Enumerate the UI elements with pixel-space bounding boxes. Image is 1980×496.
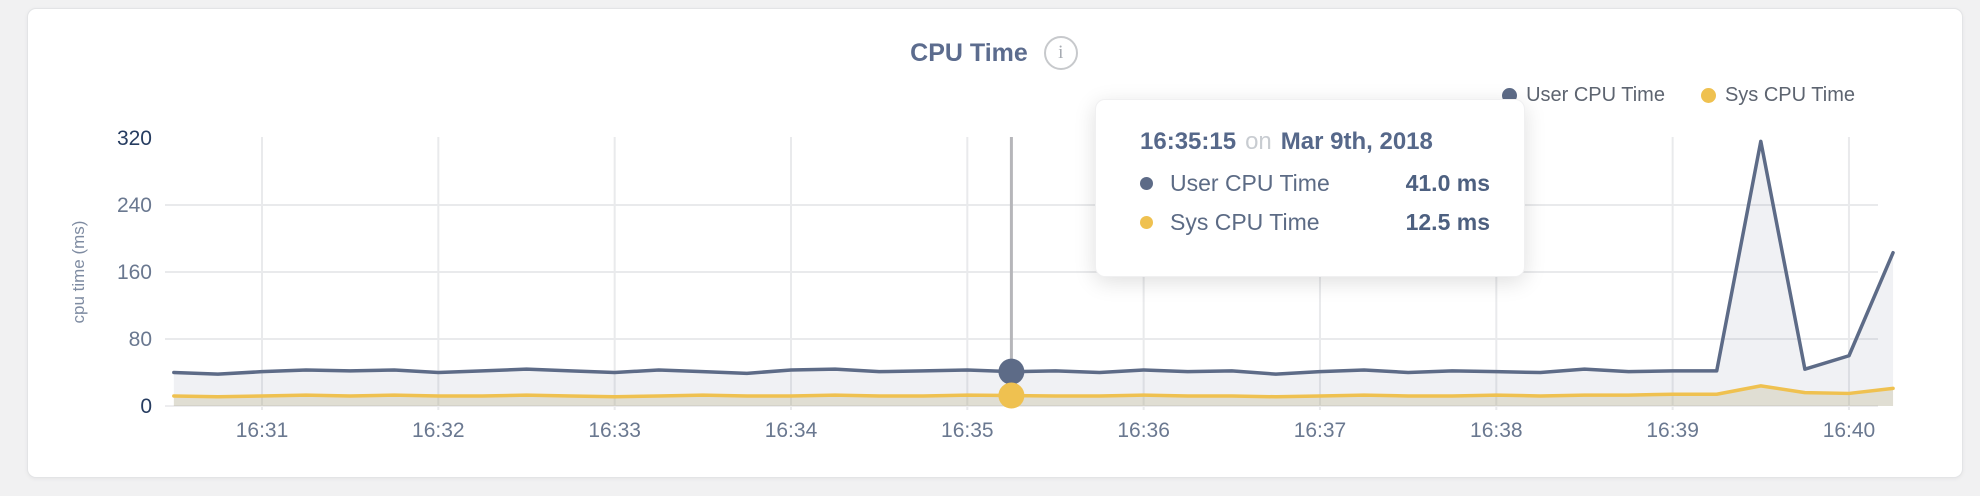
legend-dot-user-cpu-time	[1502, 87, 1518, 103]
chart-card	[27, 8, 1963, 478]
tooltip-label-sys-cpu-time: Sys CPU Time	[1170, 209, 1320, 235]
tooltip-dot-user-cpu-time	[1140, 176, 1153, 190]
chart-header: CPU Time i	[27, 36, 1961, 70]
legend-item-sys-cpu-time[interactable]: Sys CPU Time	[1700, 84, 1855, 106]
tooltip-header: 16:35:15 on Mar 9th, 2018	[1140, 127, 1490, 157]
y-axis-title: cpu time (ms)	[69, 220, 88, 324]
tooltip-value-sys-cpu-time: 12.5 ms	[1405, 209, 1490, 235]
chart-legend: User CPU Time Sys CPU Time	[1502, 84, 1855, 106]
tooltip-time: 16:35:15	[1140, 128, 1237, 155]
legend-label-sys-cpu-time: Sys CPU Time	[1724, 84, 1855, 106]
chart-title: CPU Time	[910, 39, 1028, 67]
chart-tooltip: 16:35:15 on Mar 9th, 2018 User CPU Time …	[1095, 99, 1525, 277]
tooltip-row-sys-cpu-time: Sys CPU Time 12.5 ms	[1140, 208, 1490, 236]
tooltip-date: Mar 9th, 2018	[1280, 128, 1433, 155]
legend-item-user-cpu-time[interactable]: User CPU Time	[1502, 84, 1665, 106]
tooltip-row-user-cpu-time: User CPU Time 41.0 ms	[1140, 169, 1490, 197]
legend-label-user-cpu-time: User CPU Time	[1526, 84, 1665, 106]
legend-dot-sys-cpu-time	[1700, 87, 1716, 103]
tooltip-dot-sys-cpu-time	[1140, 215, 1153, 229]
tooltip-connector: on	[1245, 128, 1272, 155]
tooltip-label-user-cpu-time: User CPU Time	[1170, 170, 1330, 196]
info-icon[interactable]: i	[1043, 36, 1078, 70]
tooltip-value-user-cpu-time: 41.0 ms	[1405, 170, 1490, 196]
